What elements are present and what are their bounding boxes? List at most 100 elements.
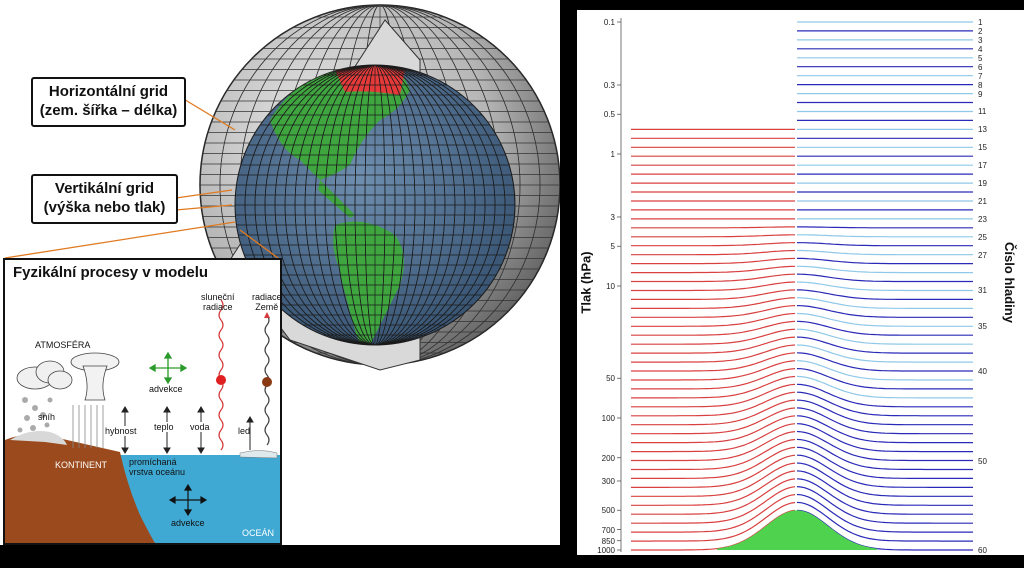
earth-radiation-label-2: Země bbox=[255, 302, 279, 312]
sea-ice bbox=[239, 450, 278, 459]
solar-radiation-label-1: sluneční bbox=[201, 292, 235, 302]
vertical-grid-sublabel: (výška nebo tlak) bbox=[43, 199, 166, 216]
solar-radiation-label: sluneční radiace bbox=[201, 292, 235, 312]
level-line bbox=[796, 368, 973, 390]
level-line bbox=[796, 320, 973, 336]
central-america-landmass bbox=[318, 180, 355, 218]
ice-label: led bbox=[238, 426, 251, 436]
level-line bbox=[796, 336, 973, 354]
level-line bbox=[796, 391, 973, 417]
physical-processes-inset: Fyzikální procesy v modelu bbox=[3, 258, 282, 545]
ocean-area bbox=[120, 455, 280, 543]
y-tick-label: 500 bbox=[601, 506, 615, 516]
advection-top-label: advekce bbox=[149, 384, 183, 394]
level-number-label: 9 bbox=[978, 89, 983, 99]
level-line-red bbox=[631, 438, 796, 471]
vertical-grid-callout: Vertikální grid (výška nebo tlak) bbox=[31, 174, 178, 224]
level-number-label: 15 bbox=[978, 143, 987, 153]
level-line bbox=[796, 297, 973, 309]
inner-earth bbox=[234, 64, 516, 346]
level-line-red bbox=[631, 234, 795, 238]
level-line bbox=[796, 430, 973, 462]
level-line bbox=[797, 257, 973, 265]
level-line-red bbox=[631, 242, 796, 247]
snowfall-icon bbox=[17, 397, 53, 433]
level-line bbox=[796, 273, 973, 283]
level-line bbox=[796, 486, 973, 524]
level-line-red bbox=[631, 423, 796, 453]
solar-radiation-wave bbox=[218, 299, 224, 451]
level-number-label: 3 bbox=[978, 35, 983, 45]
rain-icon bbox=[72, 405, 104, 448]
continent-area bbox=[5, 434, 155, 543]
snow-label: sníh bbox=[38, 412, 56, 422]
level-number-label: 7 bbox=[978, 71, 983, 81]
level-line bbox=[796, 352, 973, 372]
cloud-icon bbox=[16, 360, 73, 390]
level-number-label: 35 bbox=[978, 322, 987, 332]
vertical-grid-label: Vertikální grid bbox=[54, 180, 155, 197]
horizontal-grid-sublabel: (zem. šířka – délka) bbox=[39, 102, 178, 119]
storm-cloud-icon bbox=[70, 352, 120, 401]
y-tick-label: 50 bbox=[606, 374, 615, 384]
y-tick-label: 0.1 bbox=[603, 18, 615, 27]
level-line bbox=[796, 478, 973, 515]
y-axis-ticks bbox=[617, 21, 621, 551]
advection-arrows-ocean bbox=[168, 483, 208, 517]
y-axis-label: Tlak (hPa) bbox=[578, 251, 594, 314]
level-line-red bbox=[631, 344, 796, 363]
level-line-red bbox=[631, 383, 796, 408]
leader-lines bbox=[4, 97, 279, 259]
level-number-label: 5 bbox=[978, 53, 983, 63]
y-tick-label: 850 bbox=[601, 536, 615, 546]
level-line bbox=[796, 462, 973, 497]
inset-title: Fyzikální procesy v modelu bbox=[13, 264, 209, 281]
level-line-red bbox=[631, 305, 796, 318]
level-line-red bbox=[631, 415, 796, 444]
level-line bbox=[796, 242, 973, 247]
level-number-label: 31 bbox=[978, 286, 987, 296]
level-line bbox=[796, 375, 973, 399]
level-line bbox=[797, 226, 973, 229]
bottom-border bbox=[0, 545, 560, 568]
level-line-red bbox=[631, 368, 796, 390]
y2-axis-label: Číslo hladiny bbox=[1001, 242, 1017, 323]
level-number-label: 21 bbox=[978, 196, 987, 206]
level-number-label: 17 bbox=[978, 161, 987, 171]
level-number-label: 27 bbox=[978, 250, 987, 260]
level-number-label: 4 bbox=[978, 44, 983, 54]
level-line-red bbox=[631, 297, 796, 309]
level-line bbox=[796, 344, 973, 363]
level-number-label: 23 bbox=[978, 214, 987, 224]
level-line-red bbox=[631, 336, 796, 354]
level-line-red bbox=[631, 257, 796, 265]
level-line-red bbox=[631, 501, 796, 542]
advection-ocean-label: advekce bbox=[171, 518, 205, 528]
level-line bbox=[796, 446, 973, 479]
level-line-red bbox=[631, 226, 795, 229]
atmosfera-label: ATMOSFÉRA bbox=[35, 340, 91, 350]
level-number-label: 25 bbox=[978, 232, 987, 242]
momentum-label: hybnost bbox=[105, 426, 137, 436]
level-line-red bbox=[631, 375, 796, 399]
snow-cover bbox=[10, 431, 67, 445]
horizontal-grid-label: Horizontální grid bbox=[48, 83, 169, 100]
level-line-red bbox=[631, 407, 796, 435]
level-number-label: 11 bbox=[978, 107, 987, 117]
level-line bbox=[796, 305, 973, 318]
level-line-red bbox=[631, 249, 796, 256]
y-tick-label: 700 bbox=[601, 525, 615, 535]
level-line-red bbox=[631, 328, 796, 345]
flux-arrows bbox=[121, 406, 254, 454]
earth-radiation-source-icon bbox=[262, 377, 272, 387]
level-number-label: 50 bbox=[978, 456, 987, 466]
level-line bbox=[796, 501, 973, 542]
y-tick-label: 5 bbox=[610, 242, 615, 252]
earth-radiation-label-1: radiace bbox=[252, 292, 282, 302]
y-tick-label: 10 bbox=[606, 282, 615, 291]
level-number-label: 6 bbox=[978, 62, 983, 72]
level-line-red bbox=[631, 352, 796, 372]
y-tick-label: 200 bbox=[601, 453, 615, 463]
level-line-red bbox=[631, 454, 796, 488]
